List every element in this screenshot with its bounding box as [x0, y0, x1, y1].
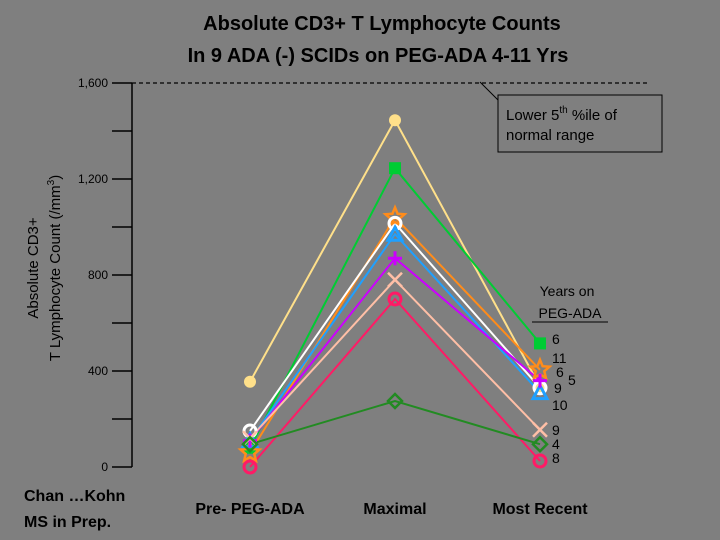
data-point [532, 421, 548, 438]
reference-callout-pointer [479, 81, 499, 101]
citation-line2: MS in Prep. [24, 514, 111, 531]
data-point [530, 382, 550, 401]
x-category-label: Pre- PEG-ADA [195, 501, 305, 518]
y-tick-label: 0 [101, 460, 108, 474]
legend-title-line2: PEG-ADA [538, 305, 602, 321]
x-category-labels: Pre- PEG-ADA Maximal Most Recent [195, 501, 588, 518]
data-point [532, 453, 548, 469]
y-tick-label: 1,200 [78, 172, 108, 186]
reference-callout: Lower 5th %ile of normal range [479, 81, 663, 153]
chart-subtitle: In 9 ADA (-) SCIDs on PEG-ADA 4-11 Yrs [188, 45, 569, 67]
series-line [249, 399, 541, 446]
citation-line1: Chan …Kohn [24, 488, 125, 505]
legend-entry: 9 [554, 380, 562, 396]
data-point [531, 435, 549, 453]
legend-entry: 6 [552, 331, 560, 347]
series-line [249, 221, 541, 432]
reference-label-line2: normal range [506, 127, 594, 144]
data-point [242, 459, 258, 475]
data-point [389, 162, 401, 175]
data-point [386, 392, 404, 410]
data-point [389, 114, 401, 127]
y-axis-label-line1: Absolute CD3+ [25, 217, 42, 319]
y-tick-label: 1,600 [78, 76, 108, 90]
y-tick-label: 400 [88, 364, 108, 378]
data-point [385, 224, 405, 242]
x-category-label: Maximal [363, 501, 426, 518]
legend-entry: 4 [552, 436, 560, 452]
legend-entry: 5 [568, 372, 576, 388]
data-point [533, 373, 547, 388]
data-point [388, 251, 402, 266]
x-category-label: Most Recent [492, 501, 588, 518]
data-point [244, 375, 256, 388]
data-point [382, 204, 408, 229]
data-point [241, 435, 259, 453]
data-point [534, 337, 546, 350]
y-tick-labels: 0 400 800 1,200 1,600 [78, 76, 108, 474]
legend-entry: 10 [552, 397, 568, 413]
y-axis-label-line2: T Lymphocyte Count (/mm3) [46, 175, 64, 361]
data-point [387, 291, 403, 307]
legend-title-line1: Years on [540, 283, 595, 299]
data-point [237, 439, 263, 464]
legend-entry: 11 [552, 350, 567, 366]
legend-entry: 6 [556, 364, 564, 380]
reference-label-line1: Lower 5th %ile of [506, 105, 618, 124]
reference-callout-box [497, 94, 663, 153]
series-markers [237, 114, 553, 475]
data-point [387, 271, 403, 288]
series-line [249, 297, 541, 468]
chart-title: Absolute CD3+ T Lymphocyte Counts [203, 13, 561, 35]
y-tick-label: 800 [88, 268, 108, 282]
y-axis [112, 82, 133, 468]
legend-entry: 9 [552, 422, 560, 438]
legend-entry: 8 [552, 450, 560, 466]
